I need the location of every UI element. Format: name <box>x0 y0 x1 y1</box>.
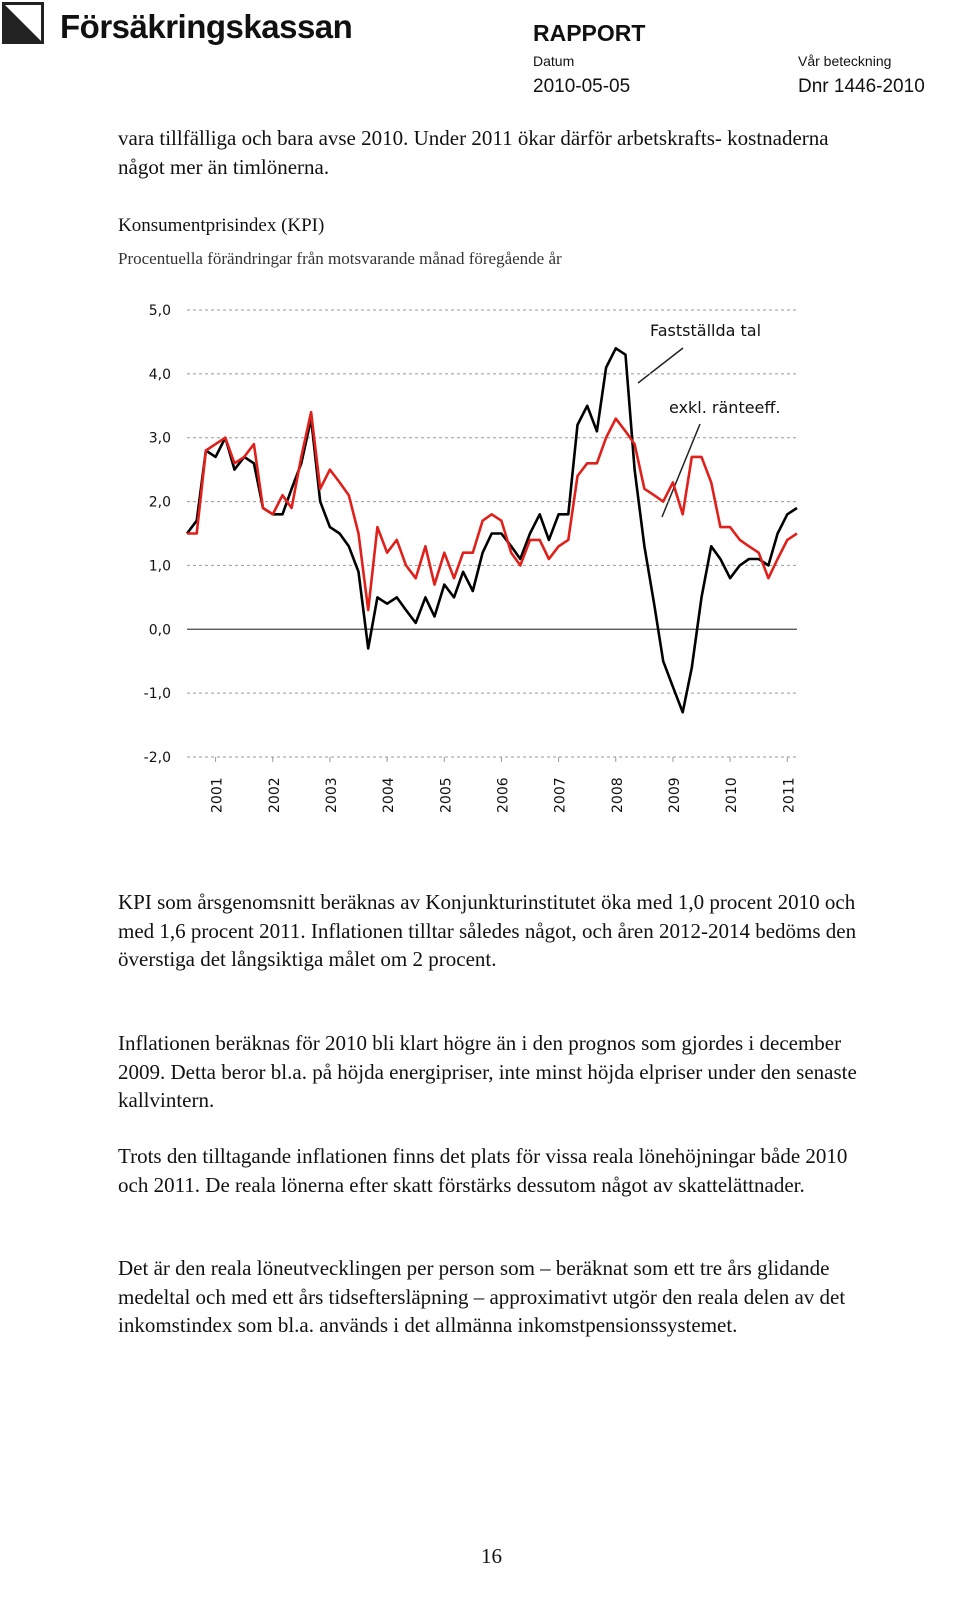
y-tick-label: 4,0 <box>149 367 171 383</box>
paragraph: vara tillfälliga och bara avse 2010. Und… <box>118 126 829 179</box>
x-tick-label: 2010 <box>724 777 740 813</box>
page-number: 16 <box>481 1544 502 1568</box>
series-label: exkl. ränteeff. <box>669 398 781 417</box>
data-line <box>185 347 798 714</box>
x-tick-label: 2002 <box>267 777 283 813</box>
y-tick-label: 3,0 <box>149 431 171 447</box>
y-tick-label: 2,0 <box>149 495 171 511</box>
x-tick-label: 2011 <box>781 777 797 813</box>
y-tick-label: 5,0 <box>149 303 171 319</box>
annotation-pointer <box>637 347 684 384</box>
data-line <box>187 410 798 612</box>
chart: -2,0 -1,0 0,0 1,0 2,0 3,0 4,0 5,0 2001 2002 2003 20… <box>144 303 798 813</box>
x-tick-label: 2007 <box>553 777 569 813</box>
y-tick-label: -2,0 <box>144 750 171 766</box>
reference: Dnr 1446-2010 <box>798 76 925 97</box>
x-tick-label: 2005 <box>438 777 454 813</box>
company-logo: Försäkringskassan <box>60 8 353 45</box>
y-tick-label: 1,0 <box>149 558 171 574</box>
paragraph: KPI som årsgenomsnitt beräknas av Konjun… <box>118 890 857 971</box>
x-tick-label: 2001 <box>210 777 226 813</box>
logo-icon <box>2 2 44 44</box>
series-label: Fastställda tal <box>650 321 761 340</box>
x-tick-label: 2004 <box>381 777 397 813</box>
paragraph: Inflationen beräknas för 2010 bli klart … <box>118 1031 857 1112</box>
paragraph: Det är den reala löneutvecklingen per pe… <box>118 1256 846 1337</box>
x-tick-label: 2006 <box>495 777 511 813</box>
date-label: Datum <box>533 53 575 69</box>
chart-subtitle: Procentuella förändringar från motsvaran… <box>118 249 562 268</box>
doc-type: RAPPORT <box>533 20 646 46</box>
ref-label: Vår beteckning <box>798 53 892 69</box>
x-tick-label: 2008 <box>610 777 626 813</box>
x-tick-label: 2009 <box>667 777 683 813</box>
date: 2010-05-05 <box>533 76 631 97</box>
x-tick-label: 2003 <box>324 777 340 813</box>
paragraph: Trots den tilltagande inflationen finns … <box>118 1144 848 1197</box>
chart-title: Konsumentprisindex (KPI) <box>118 215 325 236</box>
y-tick-label: -1,0 <box>144 686 171 702</box>
y-tick-label: 0,0 <box>149 622 171 638</box>
